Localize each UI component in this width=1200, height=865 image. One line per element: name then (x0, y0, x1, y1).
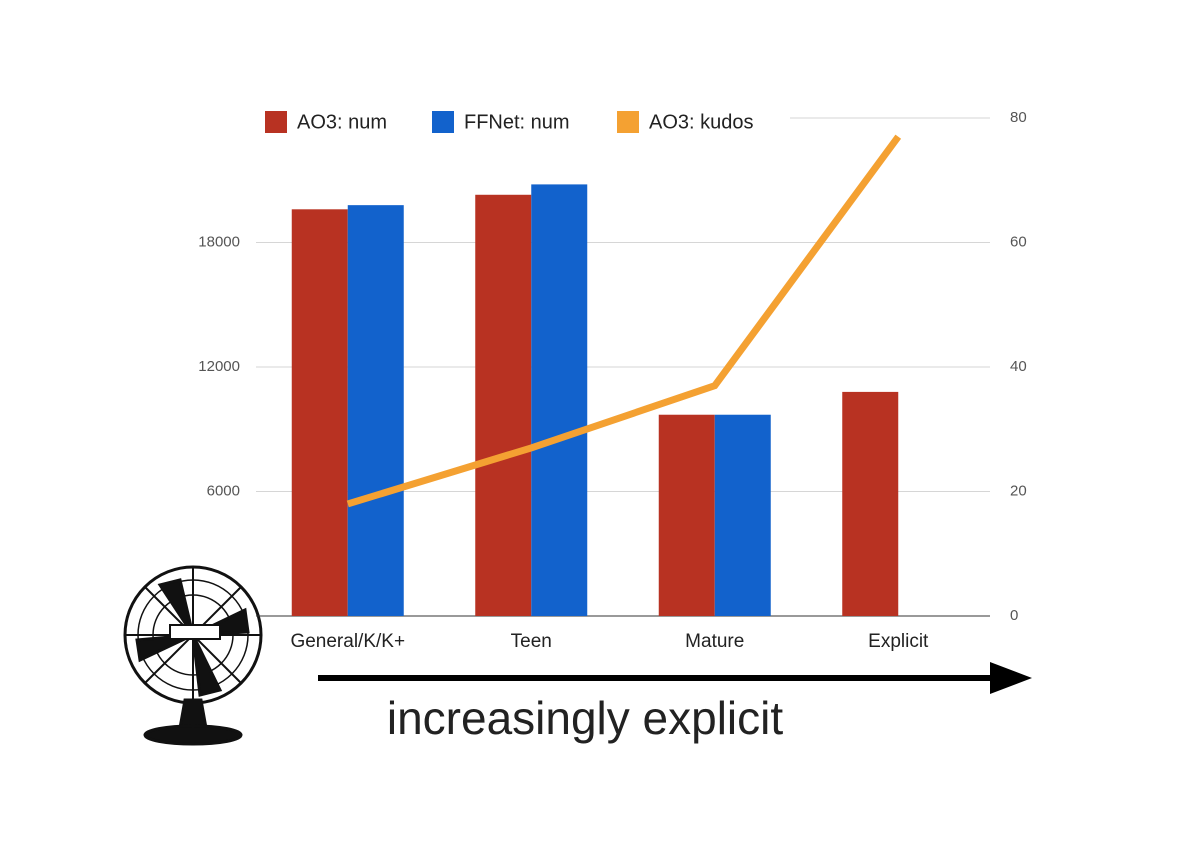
y2-tick-label: 80 (1010, 109, 1027, 126)
x-tick-label: Mature (685, 631, 744, 652)
arrow-head (990, 662, 1032, 694)
y-tick-label: 12000 (198, 358, 240, 375)
legend-swatch (617, 111, 639, 133)
x-tick-label: General/K/K+ (290, 631, 405, 652)
annotation: increasingly explicit (387, 692, 783, 744)
line (346, 134, 902, 508)
x-tick-label: Teen (511, 631, 552, 652)
y2-tick-label: 20 (1010, 482, 1027, 499)
bar (842, 391, 899, 616)
bar (658, 414, 715, 616)
legend-swatch (265, 111, 287, 133)
bar (347, 205, 404, 616)
y2-tick-label: 60 (1010, 233, 1027, 250)
y2-tick-label: 40 (1010, 358, 1027, 375)
legend-label: FFNet: num (464, 111, 570, 133)
y-tick-label: 18000 (198, 233, 240, 250)
bar (475, 194, 532, 616)
bar (714, 414, 771, 616)
bar (531, 184, 588, 616)
legend-label: AO3: num (297, 111, 387, 133)
legend-swatch (432, 111, 454, 133)
y-tick-label: 6000 (207, 482, 240, 499)
legend-label: AO3: kudos (649, 111, 754, 133)
fan-icon (123, 565, 263, 746)
y2-tick-label: 0 (1010, 607, 1018, 624)
x-tick-label: Explicit (868, 631, 929, 652)
bar (291, 209, 348, 617)
